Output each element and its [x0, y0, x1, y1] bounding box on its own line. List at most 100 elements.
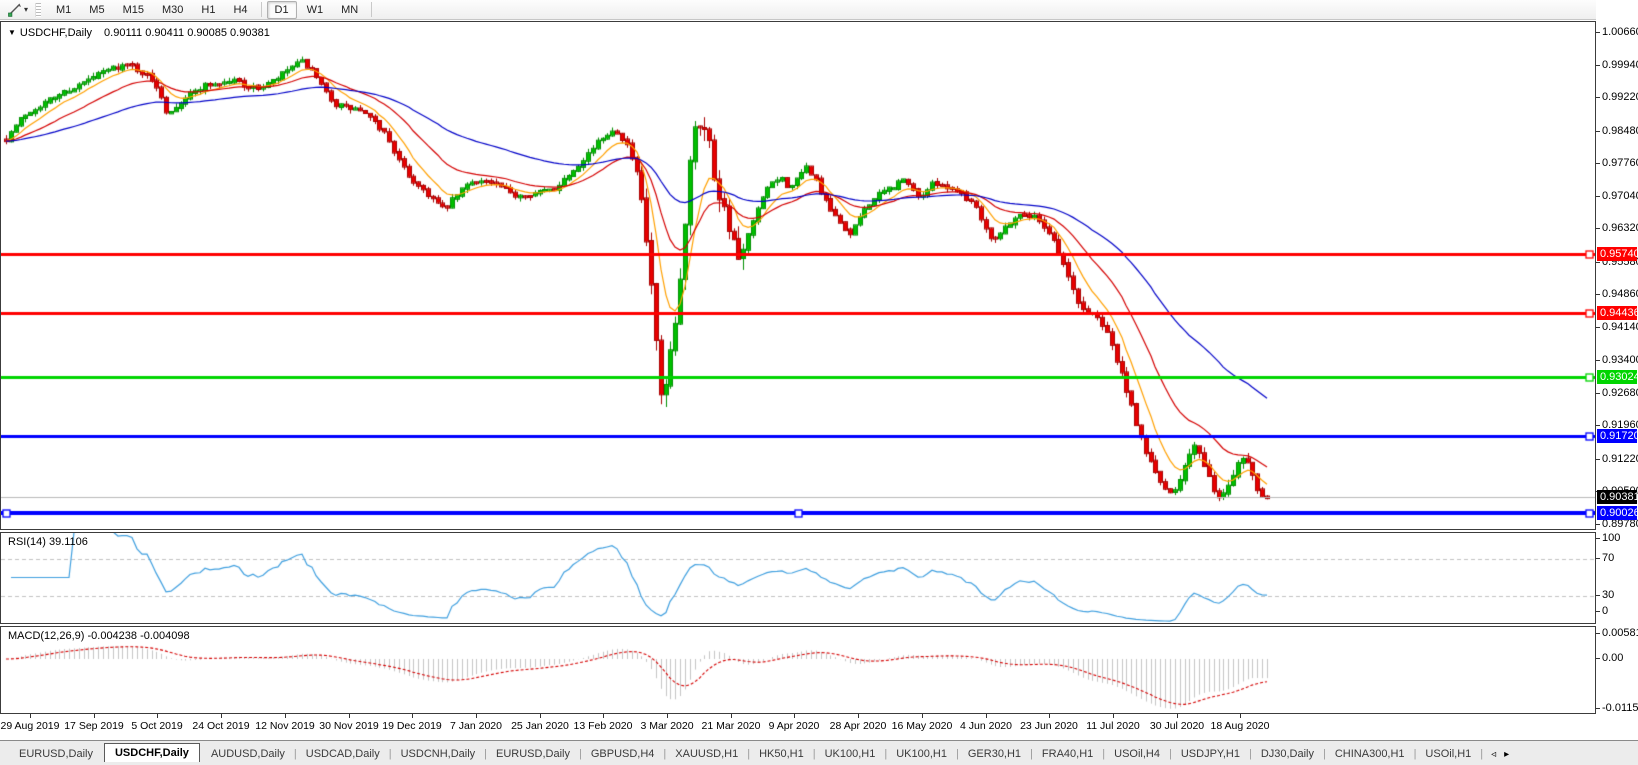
rsi-axis-label: 0 [1602, 605, 1609, 617]
date-label: 28 Apr 2020 [829, 720, 887, 732]
date-tick-mark [221, 714, 222, 718]
price-tick-label: 0.92680 [1602, 387, 1638, 399]
tab-separator: | [1480, 748, 1484, 760]
chart-tab-eurusd-daily[interactable]: EURUSD,Daily [496, 748, 570, 760]
chart-tab-usdcnh-daily[interactable]: USDCNH,Daily [400, 748, 476, 760]
tab-separator: | [484, 748, 488, 760]
chart-tab-xauusd-h1[interactable]: XAUUSD,H1 [675, 748, 739, 760]
price-tick-label: 0.97760 [1602, 157, 1638, 169]
tab-separator: | [578, 748, 582, 760]
chart-tab-usdcad-daily[interactable]: USDCAD,Daily [305, 748, 380, 760]
hline-price-label: 0.90026 [1597, 506, 1638, 520]
chart-tab-eurusd-daily[interactable]: EURUSD,Daily [19, 748, 93, 760]
timeframe-button-W1[interactable]: W1 [299, 1, 332, 19]
timeframe-button-M15[interactable]: M15 [115, 1, 152, 19]
chart-collapse-icon[interactable]: ▼ [8, 28, 16, 37]
date-tick-mark [476, 714, 477, 718]
date-label: 21 Mar 2020 [701, 720, 761, 732]
chart-tab-dj30-daily[interactable]: DJ30,Daily [1260, 748, 1314, 760]
toolbar-grip-handle[interactable] [35, 2, 42, 17]
date-label: 19 Dec 2019 [382, 720, 442, 732]
toolbar-separator [371, 2, 373, 17]
timeframe-button-M30[interactable]: M30 [154, 1, 191, 19]
chart-tab-uk100-h1[interactable]: UK100,H1 [896, 748, 947, 760]
date-label: 4 Jun 2020 [960, 720, 1012, 732]
timeframe-button-D1[interactable]: D1 [266, 0, 297, 19]
macd-label: MACD(12,26,9) -0.004238 -0.004098 [8, 630, 190, 642]
date-label: 13 Feb 2020 [573, 720, 633, 732]
bid-price-label: 0.90381 [1597, 490, 1638, 504]
price-tick-mark [1596, 163, 1600, 164]
time-axis: 29 Aug 2019 17 Sep 2019 5 Oct 2019 24 Oct 2… [0, 714, 1596, 740]
rsi-canvas[interactable] [1, 533, 1595, 623]
tab-separator: | [812, 748, 816, 760]
draw-tool-button[interactable]: ▾ [4, 2, 31, 18]
date-tick-mark [349, 714, 350, 718]
timeframe-button-MN[interactable]: MN [333, 1, 366, 19]
price-tick-mark [1596, 294, 1600, 295]
chart-tab-uk100-h1[interactable]: UK100,H1 [824, 748, 876, 760]
date-label: 12 Nov 2019 [255, 720, 315, 732]
price-tick-label: 0.93400 [1602, 354, 1638, 366]
macd-name: MACD(12,26,9) [8, 630, 85, 642]
price-tick-mark [1596, 393, 1600, 394]
price-tick-mark [1596, 97, 1600, 98]
tab-separator: | [293, 748, 297, 760]
tab-scroll-arrows: ◃ ▸ [1491, 749, 1509, 762]
tab-separator: | [1323, 748, 1326, 760]
timeframe-button-M5[interactable]: M5 [81, 1, 112, 19]
main-chart-panel: ▼ USDCHF,Daily 0.90111 0.90411 0.90085 0.9… [0, 21, 1596, 530]
price-axis: 1.00660 0.99940 0.99220 0.98480 0.97760 0.970… [1596, 0, 1638, 740]
macd-canvas[interactable] [1, 627, 1595, 713]
date-label: 11 Jul 2020 [1086, 720, 1140, 732]
chart-tab-gbpusd-h4[interactable]: GBPUSD,H4 [590, 748, 655, 760]
price-tick-mark [1596, 228, 1600, 229]
date-label: 5 Oct 2019 [131, 720, 183, 732]
price-tick-mark [1596, 131, 1600, 132]
price-tick-label: 0.91220 [1602, 453, 1638, 465]
date-label: 23 Jun 2020 [1020, 720, 1078, 732]
timeframe-button-M1[interactable]: M1 [48, 1, 79, 19]
chart-tab-ger30-h1[interactable]: GER30,H1 [967, 748, 1022, 760]
toolbar-separator [260, 2, 262, 17]
date-label: 7 Jan 2020 [450, 720, 502, 732]
date-tick-mark [986, 714, 987, 718]
timeframe-button-H1[interactable]: H1 [193, 1, 223, 19]
chart-tab-usdchf-daily[interactable]: USDCHF,Daily [103, 743, 200, 762]
date-tick-mark [794, 714, 795, 718]
rsi-name: RSI(14) [8, 536, 46, 548]
dropdown-caret-icon[interactable]: ▾ [24, 4, 29, 14]
tab-separator: | [1030, 748, 1033, 760]
hline-price-label: 0.94436 [1597, 306, 1638, 320]
timeframe-button-H4[interactable]: H4 [225, 1, 255, 19]
price-tick-mark [1596, 196, 1600, 197]
tab-separator: | [1168, 748, 1172, 760]
chart-tab-hk50-h1[interactable]: HK50,H1 [759, 748, 804, 760]
chart-tab-fra40-h1[interactable]: FRA40,H1 [1041, 748, 1094, 760]
chart-ohlc-values: 0.90111 0.90411 0.90085 0.90381 [104, 27, 270, 39]
chart-tab-usoil-h4[interactable]: USOil,H4 [1114, 748, 1160, 760]
macd-tick-mark [1596, 658, 1600, 659]
tab-scroll-right-icon[interactable]: ▸ [1504, 749, 1510, 760]
date-tick-mark [1240, 714, 1241, 718]
price-tick-mark [1596, 262, 1600, 263]
date-tick-mark [285, 714, 286, 718]
price-tick-label: 0.94860 [1602, 288, 1638, 300]
hline-price-label: 0.91720 [1597, 429, 1638, 443]
tab-separator: | [884, 748, 888, 760]
tab-scroll-left-icon[interactable]: ◃ [1491, 749, 1497, 760]
chart-tab-usdjpy-h1[interactable]: USDJPY,H1 [1180, 748, 1240, 760]
date-tick-mark [94, 714, 95, 718]
chart-tab-china300-h1[interactable]: CHINA300,H1 [1334, 748, 1405, 760]
date-label: 25 Jan 2020 [511, 720, 569, 732]
rsi-axis-label: 70 [1602, 552, 1615, 564]
chart-tab-audusd-daily[interactable]: AUDUSD,Daily [210, 748, 285, 760]
tab-separator: | [956, 748, 959, 760]
chart-tab-usoil-h1[interactable]: USOil,H1 [1425, 748, 1472, 760]
rsi-axis-label: 30 [1602, 589, 1615, 601]
price-tick-mark [1596, 65, 1600, 66]
price-chart-canvas[interactable] [1, 22, 1595, 529]
price-tick-mark [1596, 524, 1600, 525]
rsi-axis-label: 100 [1602, 532, 1621, 544]
